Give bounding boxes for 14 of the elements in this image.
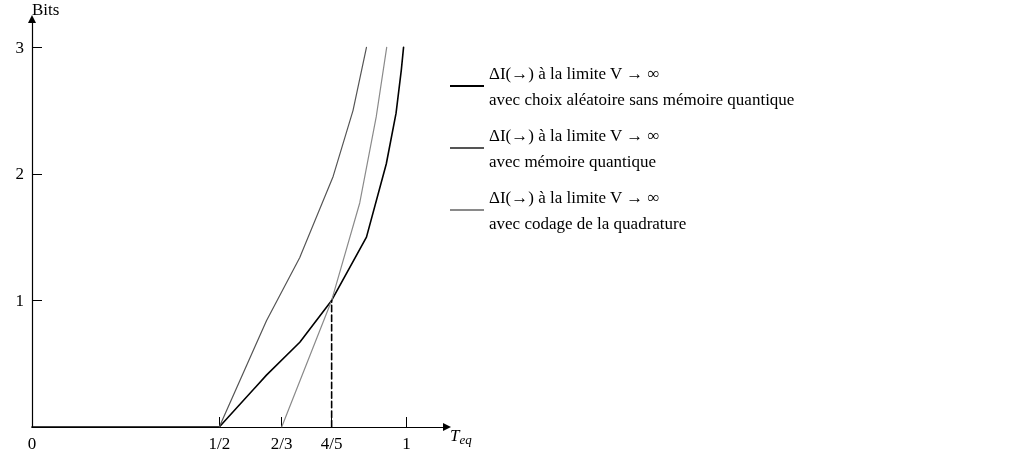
y-tick-label: 2 (15, 164, 24, 184)
legend-label: ΔI(→) à la limite V → ∞ avec choix aléatoire sans mémoire quantique (489, 63, 795, 109)
x-tick-label: 4/5 (320, 434, 343, 453)
y-tick-label: 1 (15, 290, 24, 310)
line-series (218, 46, 368, 428)
y-axis-title: Bits (32, 0, 60, 19)
y-tick-label: 3 (15, 37, 24, 57)
legend-label: ΔI(→) à la limite V → ∞ avec mémoire quantique (489, 125, 660, 171)
x-tick-label: 1/2 (208, 434, 231, 453)
x-tick-label: 2/3 (270, 434, 293, 453)
line-series (281, 46, 388, 428)
legend-label: ΔI(→) à la limite V → ∞ avec codage de la quadrature (489, 187, 687, 233)
x-tick-label: 0 (27, 434, 37, 453)
x-tick-label: 1 (402, 434, 411, 453)
